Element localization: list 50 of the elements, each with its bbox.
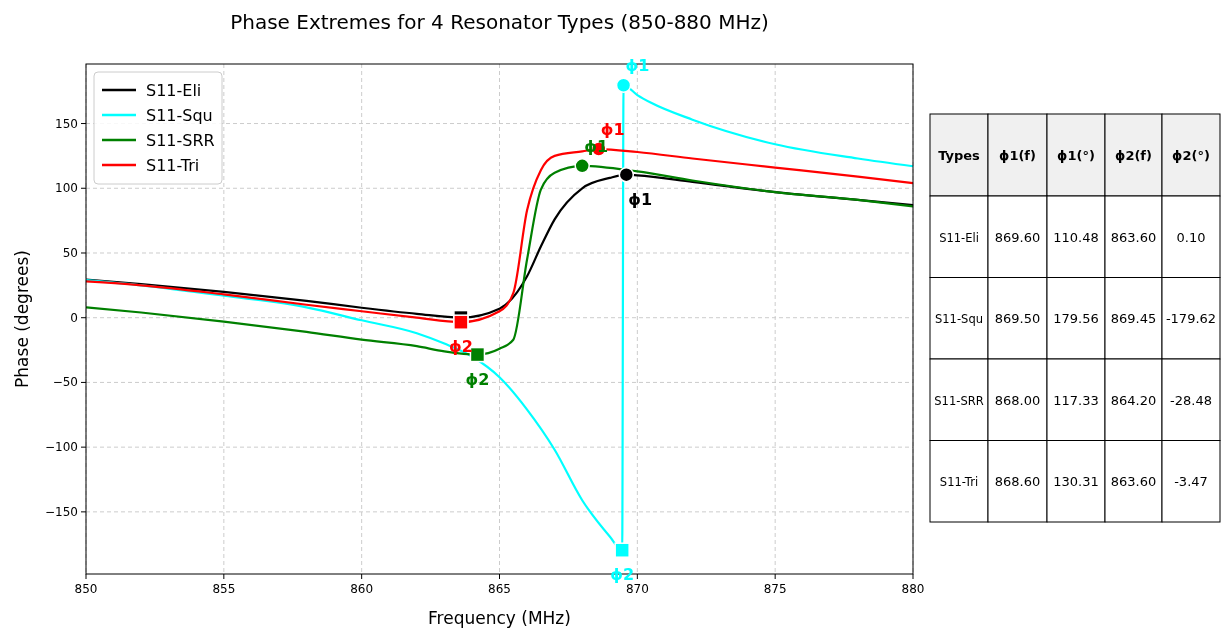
y-tick-label: 100	[55, 181, 78, 196]
x-tick-label: 850	[74, 582, 98, 596]
text: 0.10	[1176, 229, 1206, 245]
text: 110.48	[1053, 229, 1099, 245]
legend-label: S11-Tri	[146, 156, 200, 175]
text: 863.60	[1110, 229, 1157, 245]
x-tick-label: 875	[763, 582, 787, 596]
text: 864.20	[1110, 392, 1157, 408]
x-tick-label: 855	[212, 582, 236, 596]
chart-title: Phase Extremes for 4 Resonator Types (850-880 MHz)	[230, 10, 769, 34]
text: 868.00	[994, 392, 1041, 408]
x-tick-label: 865	[488, 582, 511, 596]
y-tick-label: 150	[55, 116, 78, 131]
legend-label: S11-Eli	[146, 81, 202, 100]
y-tick-label: 0	[70, 310, 78, 325]
text: 179.56	[1053, 311, 1099, 327]
text: -3.47	[1174, 474, 1208, 490]
text: ϕ1(f)	[999, 148, 1036, 163]
text: 869.60	[994, 229, 1041, 245]
text: S11-Tri	[939, 475, 979, 490]
text: 130.31	[1053, 474, 1099, 490]
x-axis-title: Frequency (MHz)	[428, 608, 571, 628]
x-tick-label: 880	[901, 582, 925, 596]
text: 868.60	[994, 474, 1041, 490]
text: Types	[938, 148, 981, 163]
y-tick-label: −150	[45, 504, 78, 519]
annotation: ϕ2	[465, 369, 490, 389]
annotation: ϕ1	[625, 56, 650, 76]
annotation: ϕ2	[610, 565, 635, 585]
text: S11-SRR	[934, 393, 984, 408]
y-tick-label: −50	[52, 375, 78, 390]
text: 869.50	[994, 311, 1041, 327]
y-tick-label: 50	[62, 245, 78, 260]
y-axis-title: Phase (degrees)	[12, 250, 32, 388]
annotation: ϕ1	[628, 189, 653, 209]
text: -179.62	[1165, 311, 1217, 327]
legend-label: S11-Squ	[146, 106, 213, 125]
text: 117.33	[1053, 392, 1099, 408]
x-tick-label: 870	[625, 582, 649, 596]
legend-label: S11-SRR	[146, 131, 215, 150]
x-tick-label: 860	[350, 582, 374, 596]
text: ϕ2(f)	[1115, 148, 1152, 163]
text: ϕ2(°)	[1172, 148, 1210, 163]
text: -28.48	[1170, 392, 1212, 408]
text: S11-Eli	[939, 230, 979, 245]
text: ϕ1(°)	[1057, 148, 1095, 163]
text: 869.45	[1110, 311, 1157, 327]
y-tick-label: −100	[45, 440, 78, 455]
text: 863.60	[1110, 474, 1157, 490]
text: S11-Squ	[935, 312, 983, 327]
